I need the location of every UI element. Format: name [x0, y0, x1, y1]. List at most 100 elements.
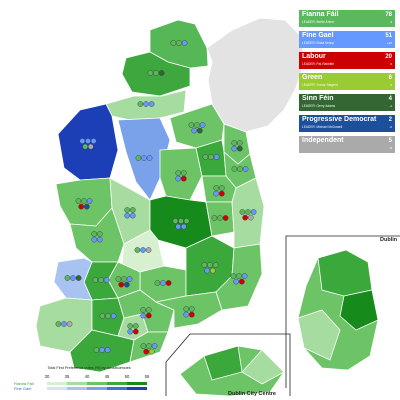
scale-swatch	[107, 387, 127, 391]
legend-leader: LEADER: Trevor Sargent	[302, 83, 338, 87]
seat-dot-sf	[158, 70, 165, 76]
scale-tick-label: 35	[64, 374, 70, 379]
seat-dot-fg	[127, 328, 133, 335]
seat-cluster	[170, 40, 188, 46]
seat-dot-ff	[194, 122, 200, 128]
scale-tick-label: 55	[144, 374, 150, 379]
scale-swatch	[127, 387, 147, 391]
seat-dot-ff	[135, 155, 142, 161]
seat-dot-lab	[180, 175, 187, 182]
seat-dot-fg	[97, 236, 103, 243]
seat-dot-fg	[181, 40, 188, 46]
seat-cluster	[55, 321, 73, 327]
seat-dot-ff	[172, 218, 179, 224]
seat-dot-fg	[103, 277, 110, 283]
seat-dot-ff	[91, 231, 97, 237]
seat-dot-sf	[236, 145, 243, 152]
seat-dot-ff	[154, 280, 161, 286]
scale-swatch	[67, 387, 87, 391]
seat-cluster	[75, 198, 93, 210]
scale-swatch	[87, 382, 107, 386]
legend-leader: LEADER: Pat Rabbitte	[302, 62, 335, 66]
legend-party: Fine Gael	[302, 32, 334, 39]
seat-cluster	[175, 170, 187, 182]
seat-dot-ff	[176, 40, 182, 46]
seat-dot-ff	[115, 276, 122, 282]
seat-dot-ff	[134, 247, 141, 253]
seat-dot-lab	[188, 311, 195, 318]
legend-item-grn: Green LEADER: Trevor Sargent 6 0	[299, 73, 395, 90]
seat-dot-lab	[118, 281, 124, 288]
legend-party: Independent	[302, 137, 344, 144]
seat-dot-ff	[188, 122, 195, 128]
dublin-city-centre-label: Dublin City Centre	[228, 391, 276, 397]
scale-swatch	[67, 382, 87, 386]
legend-seats: 2	[388, 117, 392, 123]
seat-dot-ff	[121, 276, 127, 282]
seat-cluster	[213, 185, 225, 197]
seat-dot-fg	[70, 275, 76, 281]
seat-dot-lab	[143, 348, 149, 355]
legend-change: -1	[389, 104, 392, 108]
seat-cluster	[172, 218, 190, 230]
seat-dot-ff	[217, 215, 223, 221]
legend-change: -6	[389, 125, 392, 129]
seat-dot-fg	[61, 321, 67, 327]
seat-dot-grn	[148, 348, 155, 355]
legend-seats: 5	[388, 138, 392, 144]
seat-dot-fg	[213, 190, 219, 197]
seat-dot-ff	[129, 207, 136, 213]
scale-swatch	[107, 382, 127, 386]
seat-cluster	[231, 140, 243, 152]
seat-dot-lab	[222, 215, 229, 221]
seat-dot-fg	[204, 267, 210, 274]
seat-cluster	[137, 101, 155, 107]
seat-dot-lab	[218, 190, 225, 197]
scale-tick-label: 50	[124, 374, 130, 379]
seat-dot-ff	[175, 170, 181, 176]
seat-dot-ff	[124, 207, 130, 213]
seat-cluster	[127, 323, 139, 335]
scale-swatch	[127, 382, 147, 386]
seat-cluster	[93, 347, 111, 353]
seat-dot-ff	[170, 40, 177, 46]
seat-dot-ff	[180, 170, 187, 176]
legend-change: -8	[389, 146, 392, 150]
seat-dot-fg	[180, 223, 187, 230]
seat-dot-ff	[237, 166, 243, 172]
seat-dot-lab	[132, 328, 139, 335]
seat-dot-ff	[99, 313, 106, 319]
seat-dot-ff	[208, 154, 214, 160]
seat-dot-fg	[91, 236, 97, 243]
seat-dot-fg	[148, 101, 155, 107]
scale-swatch	[47, 387, 67, 391]
seat-cluster	[124, 207, 136, 219]
scale-title: Total First Preference votes (%) by cons…	[47, 366, 131, 370]
seat-dot-fg	[175, 223, 181, 230]
seat-dot-fg	[140, 247, 146, 253]
seat-dot-ff	[140, 307, 146, 313]
dublin-city-centre-inset	[165, 333, 291, 397]
dublin-inset	[285, 235, 400, 388]
northern-ireland-region	[206, 17, 306, 133]
seat-dot-fg	[129, 212, 136, 219]
legend-party: Labour	[302, 53, 326, 60]
legend-leader: LEADER: Bertie Ahern	[302, 20, 335, 24]
seat-dot-fg	[231, 145, 237, 152]
legend-party: Fianna Fáil	[302, 11, 339, 18]
seat-dot-ff	[75, 198, 82, 204]
seat-dot-ff	[245, 209, 251, 215]
seat-dot-fg	[213, 154, 220, 160]
seat-dot-ind	[66, 321, 73, 327]
seat-dot-ff	[92, 277, 99, 283]
seat-dot-ff	[207, 262, 213, 268]
seat-dot-fg	[104, 347, 111, 353]
seat-dot-lab	[78, 203, 84, 210]
seat-dot-pd	[84, 203, 90, 210]
seat-dot-fg	[141, 155, 147, 161]
legend-seats: 4	[388, 96, 392, 102]
seat-dot-fg	[191, 127, 197, 134]
seat-dot-fg	[79, 138, 86, 144]
seat-dot-ff	[239, 209, 246, 215]
seat-dot-lab	[165, 280, 172, 286]
